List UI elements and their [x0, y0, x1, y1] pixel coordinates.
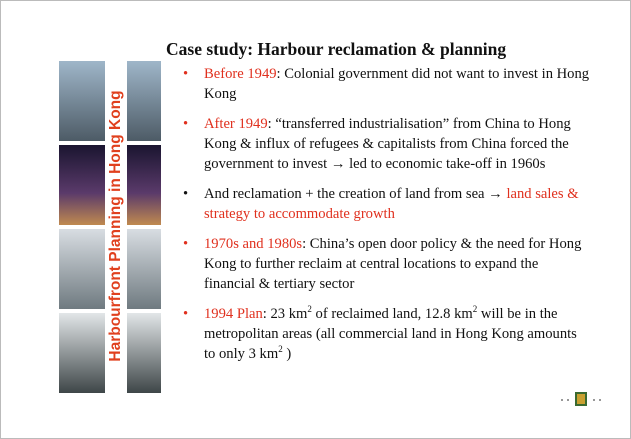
bullet: And reclamation + the creation of land f…: [183, 184, 591, 224]
bullet: 1970s and 1980s: China’s open door polic…: [183, 234, 591, 294]
bullet-text: ): [283, 346, 292, 362]
bullet-text: And reclamation + the creation of land f…: [204, 186, 506, 202]
bullet-text: 1994 Plan: [204, 306, 263, 322]
logo: [556, 386, 606, 422]
side-title: Harbourfront Planning in Hong Kong: [107, 90, 125, 361]
bullet-text: Before 1949: [204, 66, 277, 82]
bullet-text: After 1949: [204, 116, 268, 132]
bullet: 1994 Plan: 23 km2 of reclaimed land, 12.…: [183, 304, 591, 364]
bullet-text: 1970s and 1980s: [204, 236, 302, 252]
slide: Harbourfront Planning in Hong Kong Case …: [0, 0, 631, 439]
bullet: Before 1949: Colonial government did not…: [183, 64, 591, 104]
bullet: After 1949: “transferred industrialisati…: [183, 114, 591, 174]
slide-title: Case study: Harbour reclamation & planni…: [166, 39, 506, 60]
bullet-list: Before 1949: Colonial government did not…: [183, 64, 591, 374]
bullet-text: : 23 km: [263, 306, 308, 322]
bullet-text: of reclaimed land, 12.8 km: [312, 306, 473, 322]
